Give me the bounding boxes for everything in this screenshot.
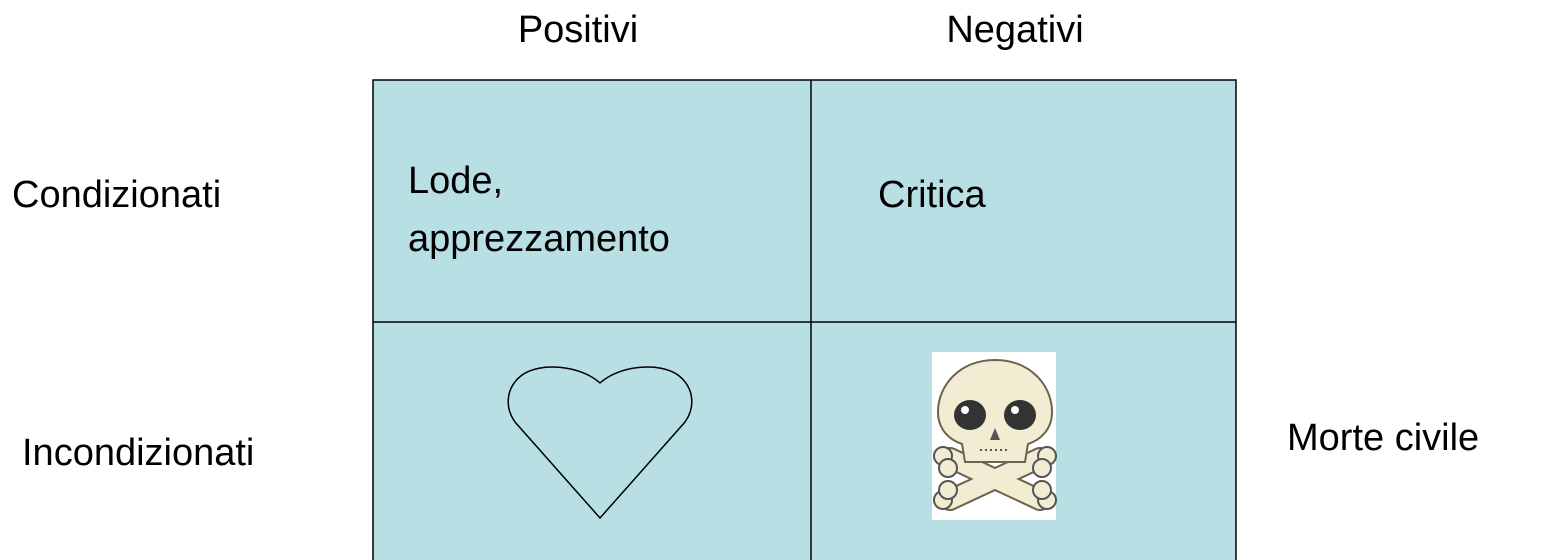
eye-socket [954, 400, 986, 430]
eye-socket [1004, 400, 1036, 430]
eye-glint [961, 406, 969, 414]
eye-glint [1011, 406, 1019, 414]
grid [372, 79, 1237, 560]
side-label: Morte civile [1287, 417, 1479, 459]
skull [936, 358, 1054, 463]
crossbones [933, 446, 1057, 511]
cell-text: apprezzamento [408, 218, 670, 260]
row-header: Incondizionati [22, 432, 254, 474]
skull-icon [932, 352, 1057, 520]
nose [990, 428, 1000, 440]
column-header: Positivi [518, 9, 638, 51]
row-header: Condizionati [12, 174, 221, 216]
cell-text: Lode, [408, 160, 503, 202]
cell-text: Critica [878, 174, 987, 216]
table-background [372, 79, 1237, 560]
heart-icon [507, 366, 693, 520]
column-header: Negativi [946, 9, 1083, 51]
